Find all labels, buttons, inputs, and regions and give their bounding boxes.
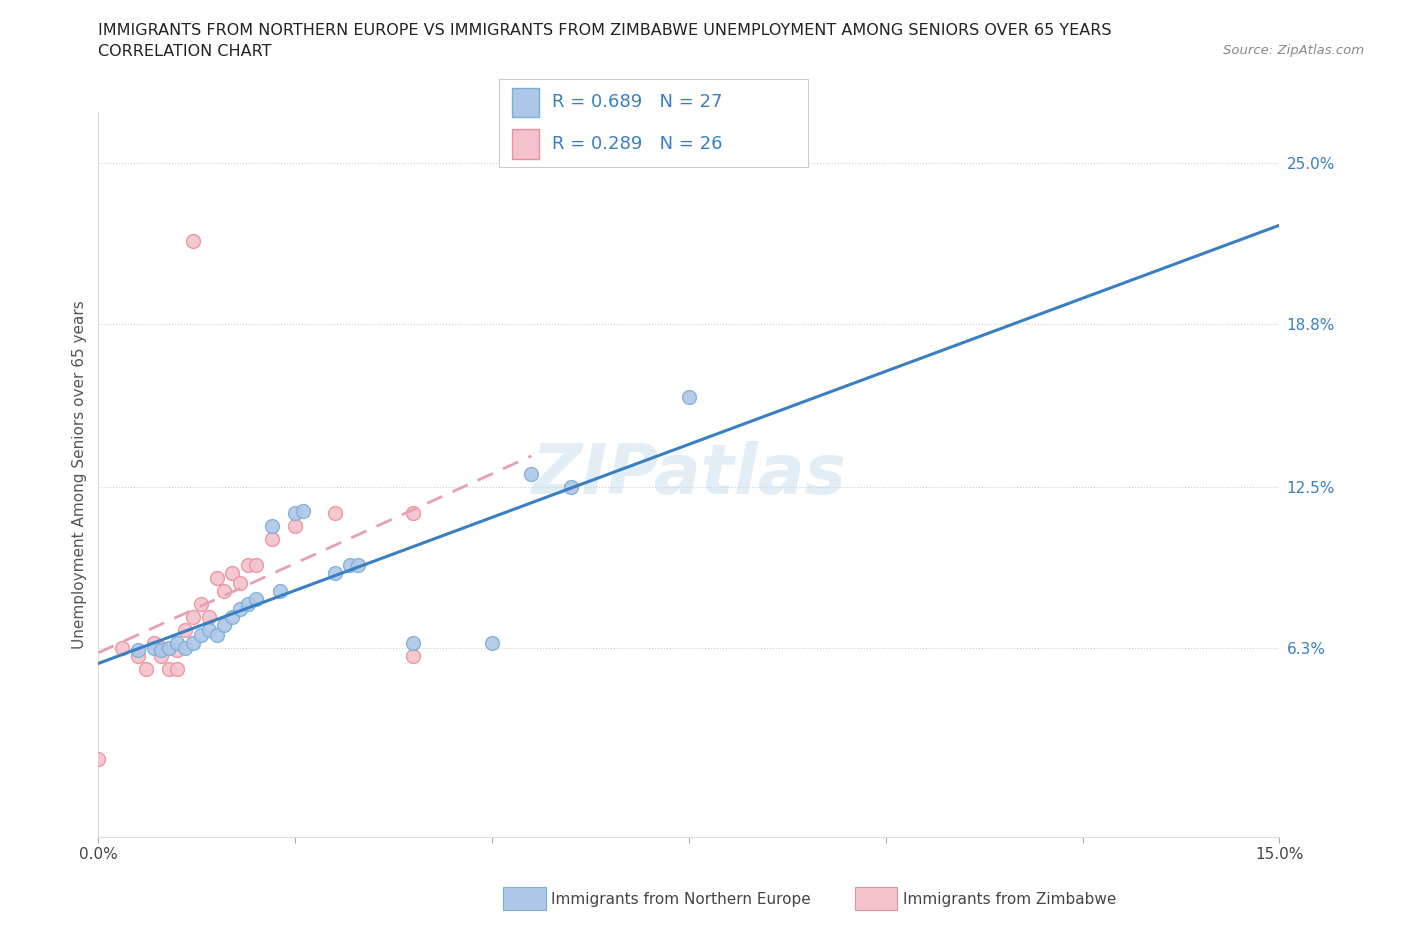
Point [181,233,204,248]
Point [245,591,267,606]
Point [229,576,252,591]
Point [127,643,149,658]
Point [157,661,180,676]
Point [284,506,307,521]
Point [678,389,700,404]
Text: ZIPatlas: ZIPatlas [531,441,846,508]
Point [402,648,425,663]
Point [174,641,197,656]
Point [190,628,212,643]
Point [190,596,212,611]
Point [520,467,543,482]
Point [127,648,149,663]
Point [560,480,582,495]
Point [157,641,180,656]
Point [284,519,307,534]
Point [402,635,425,650]
Point [174,622,197,637]
Point [166,643,188,658]
Point [150,643,173,658]
Point [481,635,503,650]
Point [142,641,165,656]
Point [197,609,219,624]
Point [135,661,157,676]
Point [269,583,291,598]
Point [236,596,259,611]
Point [181,635,204,650]
Point [166,635,188,650]
Point [214,618,236,632]
Text: Immigrants from Zimbabwe: Immigrants from Zimbabwe [903,892,1116,907]
Point [229,602,252,617]
Point [142,635,165,650]
Point [236,558,259,573]
Text: Immigrants from Northern Europe: Immigrants from Northern Europe [551,892,811,907]
Point [111,641,134,656]
Point [181,609,204,624]
Text: R = 0.689   N = 27: R = 0.689 N = 27 [551,93,723,111]
Point [150,648,173,663]
Point [166,661,188,676]
Point [245,558,267,573]
Point [323,506,346,521]
FancyBboxPatch shape [512,129,540,159]
Point [347,558,370,573]
FancyBboxPatch shape [512,88,540,117]
Y-axis label: Unemployment Among Seniors over 65 years: Unemployment Among Seniors over 65 years [72,300,87,649]
Point [205,570,228,585]
Text: CORRELATION CHART: CORRELATION CHART [98,44,271,59]
Text: R = 0.289   N = 26: R = 0.289 N = 26 [551,135,723,153]
Text: IMMIGRANTS FROM NORTHERN EUROPE VS IMMIGRANTS FROM ZIMBABWE UNEMPLOYMENT AMONG S: IMMIGRANTS FROM NORTHERN EUROPE VS IMMIG… [98,23,1112,38]
Point [402,506,425,521]
Point [292,503,315,518]
Point [150,641,173,656]
Point [323,565,346,580]
Point [87,751,110,766]
Point [339,558,361,573]
Point [221,565,243,580]
Point [260,532,283,547]
Point [205,628,228,643]
Point [197,622,219,637]
Point [260,519,283,534]
Point [214,583,236,598]
Text: Source: ZipAtlas.com: Source: ZipAtlas.com [1223,44,1364,57]
Point [221,609,243,624]
